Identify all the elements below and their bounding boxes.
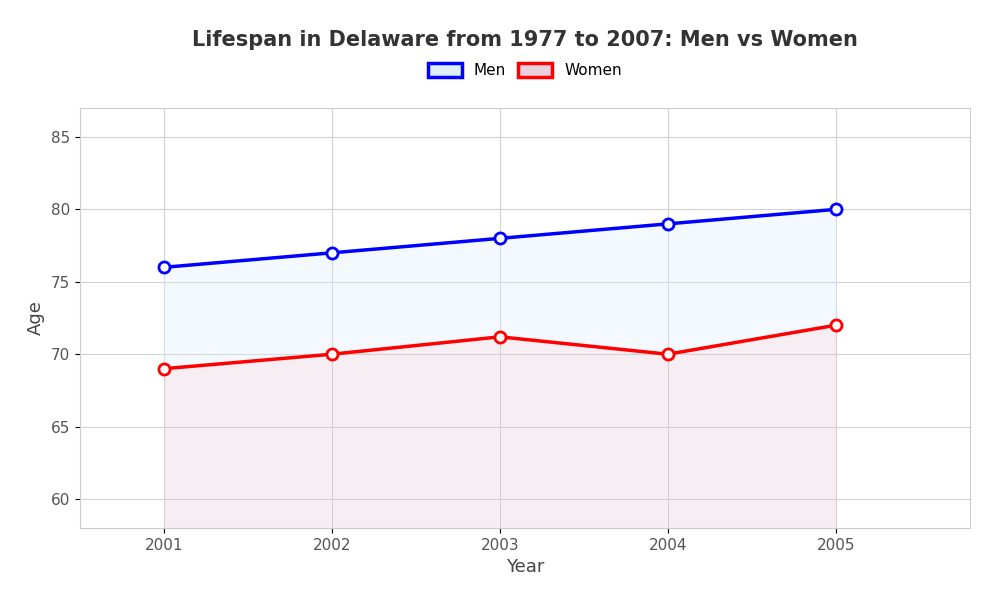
Legend: Men, Women: Men, Women: [422, 57, 628, 84]
Title: Lifespan in Delaware from 1977 to 2007: Men vs Women: Lifespan in Delaware from 1977 to 2007: …: [192, 29, 858, 49]
Y-axis label: Age: Age: [27, 301, 45, 335]
X-axis label: Year: Year: [506, 558, 544, 576]
